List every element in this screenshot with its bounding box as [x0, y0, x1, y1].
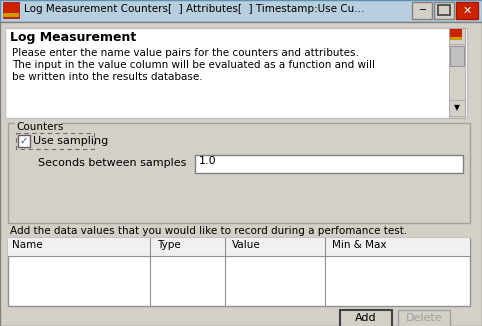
Text: Log Measurement: Log Measurement — [10, 31, 136, 44]
Bar — [195, 155, 463, 173]
Bar — [3, 2, 19, 18]
Bar — [16, 133, 94, 149]
Bar — [15, 122, 61, 131]
Bar — [434, 2, 454, 19]
Bar — [3, 13, 19, 17]
Bar — [450, 37, 462, 40]
Bar — [8, 123, 470, 223]
Bar — [8, 238, 470, 306]
Bar — [450, 46, 464, 66]
Text: 1.0: 1.0 — [199, 156, 216, 166]
Text: Add the data values that you would like to record during a perfomance test.: Add the data values that you would like … — [10, 226, 407, 236]
Text: Log Measurement Counters[  ] Attributes[  ] Timestamp:Use Cu...: Log Measurement Counters[ ] Attributes[ … — [24, 4, 364, 14]
Bar — [412, 2, 432, 19]
Bar — [5, 28, 467, 118]
Bar — [398, 310, 450, 326]
Text: be written into the results database.: be written into the results database. — [12, 72, 202, 82]
Text: Delete: Delete — [406, 313, 442, 323]
Text: ▲: ▲ — [454, 32, 460, 40]
Text: Name: Name — [12, 240, 42, 250]
Bar — [456, 2, 478, 19]
Text: Seconds between samples: Seconds between samples — [38, 158, 187, 168]
Bar — [438, 5, 450, 15]
Text: ✕: ✕ — [462, 6, 472, 16]
Text: Type: Type — [157, 240, 181, 250]
Text: Please enter the name value pairs for the counters and attributes.: Please enter the name value pairs for th… — [12, 48, 359, 58]
Text: The input in the value column will be evaluated as a function and will: The input in the value column will be ev… — [12, 60, 375, 70]
Bar — [0, 0, 482, 22]
Bar — [449, 28, 465, 44]
Text: Add: Add — [355, 313, 377, 323]
Bar — [18, 135, 30, 147]
Text: ✓: ✓ — [20, 136, 28, 146]
Text: Counters: Counters — [16, 122, 63, 132]
Text: ▼: ▼ — [454, 103, 460, 112]
Text: ─: ─ — [419, 6, 425, 16]
Text: Use sampling: Use sampling — [33, 136, 108, 146]
Text: Min & Max: Min & Max — [332, 240, 387, 250]
Bar — [449, 100, 465, 116]
Bar — [449, 28, 465, 118]
Bar — [8, 238, 470, 256]
Bar — [450, 29, 462, 38]
Text: Value: Value — [232, 240, 261, 250]
Bar — [340, 310, 392, 326]
